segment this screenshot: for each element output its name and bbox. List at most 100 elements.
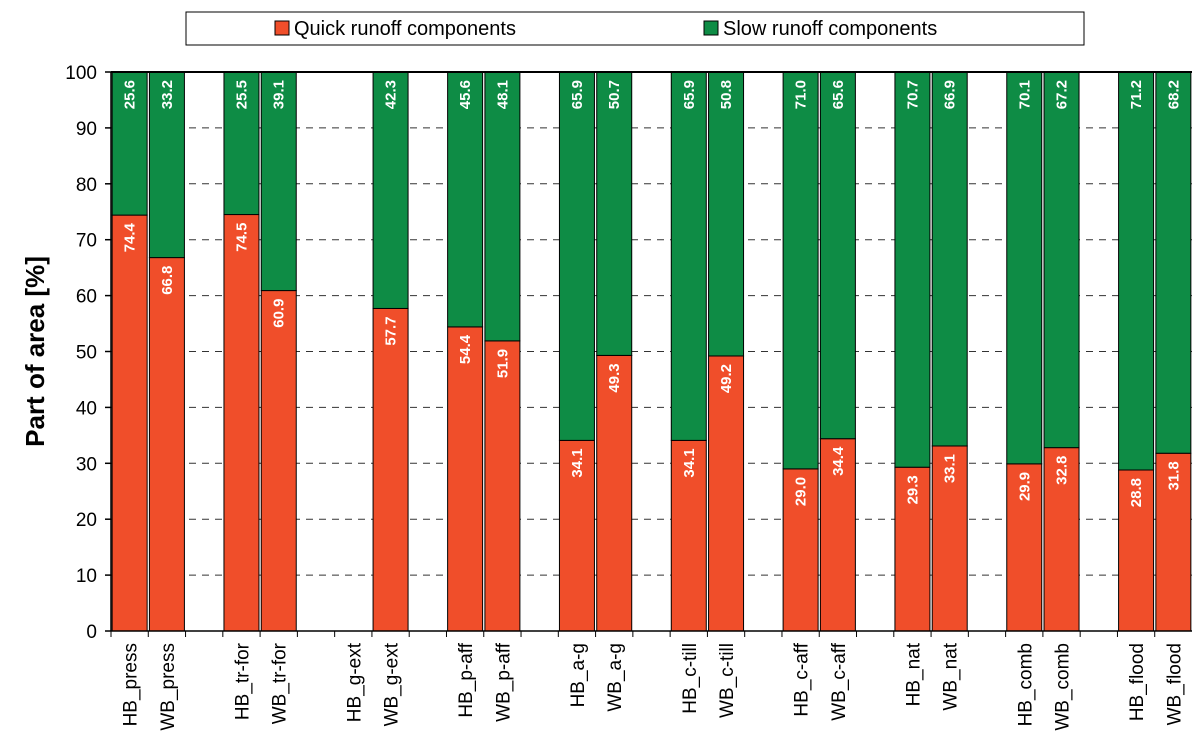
bar-quick: [1155, 452, 1192, 632]
data-label-quick: 49.2: [718, 364, 735, 393]
bar-quick: [1043, 447, 1080, 632]
data-label-slow: 39.1: [271, 80, 288, 109]
x-tick-label: HB_c-till: [680, 643, 701, 714]
bar-slow: [596, 71, 633, 356]
bar-quick: [447, 326, 484, 632]
bar-quick: [1006, 463, 1043, 632]
x-tick-label: HB_tr-for: [232, 642, 253, 720]
bar-slow: [819, 71, 856, 440]
legend-swatch-slow: [703, 20, 719, 36]
data-label-slow: 65.6: [830, 80, 847, 109]
x-tick-label: WB_press: [158, 643, 179, 731]
data-label-quick: 29.0: [793, 477, 810, 506]
data-label-slow: 70.1: [1016, 80, 1033, 109]
bar-slow: [223, 71, 260, 216]
y-tick-label: 10: [76, 566, 97, 587]
bar-slow: [1155, 71, 1192, 454]
axes: [105, 71, 1192, 637]
x-tick-label: HB_a-g: [568, 643, 589, 707]
x-tick-label: WB_p-aff: [493, 642, 514, 722]
data-label-slow: 71.2: [1128, 80, 1145, 109]
legend-label-slow: Slow runoff components: [723, 18, 937, 40]
x-tick-label: HB_press: [121, 643, 142, 726]
data-label-slow: 33.2: [159, 80, 176, 109]
x-tick-label: WB_g-ext: [382, 642, 403, 726]
data-label-slow: 25.6: [122, 80, 139, 109]
data-label-slow: 45.6: [457, 80, 474, 109]
y-axis-label: Part of area [%]: [20, 256, 50, 447]
data-label-quick: 33.1: [942, 454, 959, 483]
data-label-quick: 32.8: [1054, 456, 1071, 485]
y-tick-label: 70: [76, 231, 97, 252]
legend-swatch-quick: [274, 20, 290, 36]
data-label-slow: 65.9: [681, 80, 698, 109]
x-tick-label: HB_flood: [1127, 643, 1148, 721]
bar-quick: [1118, 469, 1155, 632]
bar-slow: [260, 71, 297, 292]
x-tick-label: WB_tr-for: [270, 642, 291, 724]
x-tick-label: HB_c-aff: [792, 642, 813, 716]
x-tick-label: HB_p-aff: [456, 642, 477, 717]
bar-slow: [782, 71, 819, 470]
x-tick-label: WB_flood: [1164, 643, 1185, 725]
bar-quick: [223, 214, 260, 632]
legend-box: [185, 11, 1085, 46]
x-tick-label: HB_comb: [1015, 643, 1036, 726]
data-label-slow: 48.1: [494, 80, 511, 109]
bar-slow: [148, 71, 185, 259]
data-label-quick: 34.1: [681, 448, 698, 477]
x-tick-label: WB_comb: [1053, 643, 1074, 731]
y-tick-labels: 0 10 20 30 40 50 60 70 80 90 100: [65, 63, 97, 643]
data-label-slow: 50.7: [606, 80, 623, 109]
data-label-slow: 66.9: [942, 80, 959, 109]
bar-quick: [111, 214, 148, 632]
y-tick-label: 60: [76, 287, 97, 308]
legend: Quick runoff components Slow runoff compo…: [185, 11, 1085, 46]
y-tick-label: 40: [76, 398, 97, 419]
data-label-quick: 51.9: [494, 349, 511, 378]
bar-quick: [596, 354, 633, 632]
data-label-slow: 42.3: [383, 80, 400, 109]
x-tick-label: HB_nat: [903, 642, 924, 706]
y-tick-label: 80: [76, 175, 97, 196]
bar-slow: [558, 71, 595, 441]
data-label-quick: 28.8: [1128, 478, 1145, 507]
data-label-quick: 31.8: [1165, 461, 1182, 490]
bar-quick: [484, 340, 521, 632]
data-label-slow: 71.0: [793, 80, 810, 109]
bar-slow: [372, 71, 409, 309]
data-label-quick: 29.3: [904, 475, 921, 504]
data-label-quick: 66.8: [159, 266, 176, 295]
y-tick-label: 30: [76, 454, 97, 475]
x-tick-label: WB_a-g: [605, 643, 626, 712]
y-tick-label: 0: [86, 622, 97, 643]
data-label-quick: 34.4: [830, 446, 847, 476]
data-label-quick: 57.7: [383, 316, 400, 345]
data-label-quick: 74.5: [233, 223, 250, 252]
bar-slow: [447, 71, 484, 328]
data-label-slow: 65.9: [569, 80, 586, 109]
data-label-slow: 50.8: [718, 80, 735, 109]
bar-quick: [670, 439, 707, 632]
bar-quick: [260, 290, 297, 632]
x-tick-label: HB_g-ext: [344, 642, 365, 722]
x-tick-label: WB_c-aff: [829, 642, 850, 721]
bar-quick: [931, 445, 968, 632]
bars: [111, 71, 1192, 632]
bar-slow: [894, 71, 931, 468]
y-tick-label: 90: [76, 119, 97, 140]
x-tick-label: WB_c-till: [717, 643, 738, 718]
data-label-quick: 29.9: [1016, 472, 1033, 501]
y-tick-label: 50: [76, 343, 97, 364]
bar-quick: [148, 257, 185, 632]
data-label-quick: 54.4: [457, 334, 474, 364]
bar-slow: [1006, 71, 1043, 465]
x-tick-labels: HB_press WB_press HB_tr-for WB_tr-for HB_g-e…: [121, 642, 1186, 730]
bar-slow: [1043, 71, 1080, 449]
bar-slow: [670, 71, 707, 441]
data-label-slow: 25.5: [233, 80, 250, 109]
data-label-quick: 74.4: [122, 222, 139, 252]
bar-slow: [931, 71, 968, 447]
data-labels: 74.4 25.6 66.8 33.2 74.5 25.5 60.9 39.1 57.7 42.3…: [122, 80, 1183, 507]
